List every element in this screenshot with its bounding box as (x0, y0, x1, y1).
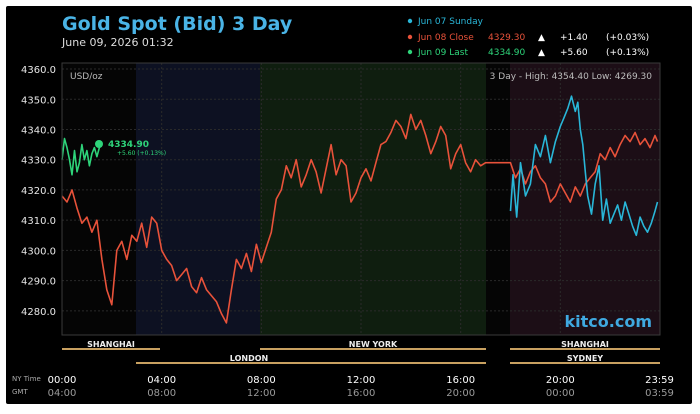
x-tick-label: 23:59 (645, 375, 674, 386)
band-asia (136, 63, 260, 335)
y-tick-label: 4330.0 (21, 156, 56, 167)
y-tick-label: 4300.0 (21, 246, 56, 257)
chart-timestamp: June 09, 2026 01:32 (61, 36, 174, 49)
x-tick-label: 16:00 (446, 375, 475, 386)
legend-price-close: 4329.30 (488, 33, 525, 43)
band-evening (510, 63, 660, 335)
legend-label-close: Jun 08 Close (417, 33, 474, 43)
y-tick-label: 4290.0 (21, 277, 56, 288)
gmt-tick-label: 03:59 (645, 388, 674, 399)
y-tick-label: 4360.0 (21, 65, 56, 76)
series-line-jun-07-sunday (509, 95, 659, 237)
legend-arrow-last: ▲ (538, 48, 545, 58)
x-tick-label: 08:00 (247, 375, 276, 386)
y-tick-label: 4320.0 (21, 186, 56, 197)
band-newyork (260, 63, 486, 335)
last-price-label: 4334.90 (108, 140, 149, 150)
legend-marker-close (407, 34, 413, 40)
x-tick-label: 12:00 (347, 375, 376, 386)
x-tick-label: 04:00 (147, 375, 176, 386)
legend-change-last: +5.60 (560, 48, 588, 58)
legend-label-last: Jun 09 Last (417, 48, 468, 58)
y-axis: 4280.0 4290.0 4300.0 4310.0 4320.0 4330.0 4340… (21, 65, 56, 318)
y-tick-label: 4350.0 (21, 95, 56, 106)
legend: Jun 07 Sunday Jun 08 Close 4329.30 ▲ +1.… (407, 17, 649, 58)
legend-change-close: +1.40 (560, 33, 588, 43)
unit-label: USD/oz (70, 72, 103, 82)
watermark: kitco.com (565, 312, 652, 331)
gmt-tick-label: 16:00 (347, 388, 376, 399)
range-text: 3 Day - High: 4354.40 Low: 4269.30 (490, 72, 653, 82)
session-bars: SHANGHAI NEW YORK SHANGHAI LONDON SYDNEY (62, 340, 660, 364)
legend-marker-last (407, 49, 413, 55)
session-label-shanghai-2: SHANGHAI (561, 340, 609, 349)
gmt-tick-label: 12:00 (247, 388, 276, 399)
y-tick-label: 4340.0 (21, 125, 56, 136)
y-tick-label: 4310.0 (21, 216, 56, 227)
series-line-jun-08-close (61, 113, 659, 324)
y-tick-label: 4280.0 (21, 307, 56, 318)
chart-title: Gold Spot (Bid) 3 Day (62, 13, 293, 35)
series-line-jun-09-last (61, 137, 101, 176)
gmt-tick-label: 00:00 (546, 388, 575, 399)
x-tick-label: 20:00 (546, 375, 575, 386)
series-layer (61, 95, 659, 324)
legend-price-last: 4334.90 (488, 48, 525, 58)
gmt-label: GMT (12, 388, 28, 396)
plot-area: USD/oz 3 Day - High: 4354.40 Low: 4269.3… (61, 62, 661, 336)
last-change-label: +5.60 (+0.13%) (117, 150, 166, 157)
session-label-sydney: SYDNEY (567, 354, 603, 363)
legend-pct-close: (+0.03%) (606, 33, 649, 43)
last-price-dot (95, 140, 103, 148)
session-label-shanghai-1: SHANGHAI (87, 340, 135, 349)
gmt-tick-label: 08:00 (147, 388, 176, 399)
gmt-tick-label: 20:00 (446, 388, 475, 399)
session-label-newyork: NEW YORK (349, 340, 398, 349)
gmt-tick-label: 04:00 (48, 388, 77, 399)
legend-arrow-close: ▲ (538, 33, 545, 43)
legend-marker-sunday (407, 18, 413, 24)
legend-pct-last: (+0.13%) (606, 48, 649, 58)
plot-border (61, 62, 661, 336)
ny-time-label: NY Time (12, 375, 41, 383)
session-label-london: LONDON (230, 354, 268, 363)
x-axis: NY Time GMT 00:00 04:00 04:00 08:00 08:00 12:… (12, 375, 674, 399)
grid (62, 63, 660, 335)
last-price-marker: 4334.90 +5.60 (+0.13%) (95, 140, 166, 157)
legend-label-sunday: Jun 07 Sunday (417, 17, 484, 27)
x-tick-label: 00:00 (48, 375, 77, 386)
